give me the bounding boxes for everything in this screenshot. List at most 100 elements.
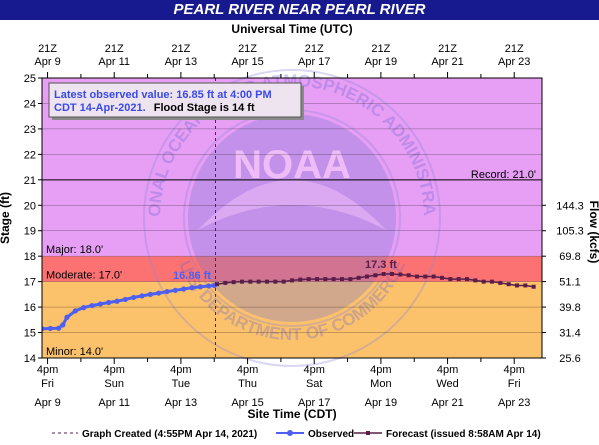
top-tick-label-time: 21Z bbox=[371, 43, 390, 55]
observed-point bbox=[139, 293, 145, 299]
forecast-point bbox=[473, 278, 478, 283]
y2-tick-label: 51.1 bbox=[559, 277, 580, 289]
observed-point bbox=[47, 325, 53, 332]
x-tick-label-time: 4pm bbox=[304, 364, 325, 376]
x-tick-label-day: Fri bbox=[508, 378, 521, 390]
top-axis-title: Universal Time (UTC) bbox=[231, 22, 352, 36]
observed-point bbox=[89, 302, 95, 309]
y-tick-label: 22 bbox=[24, 149, 36, 161]
band-minor bbox=[42, 281, 542, 358]
y-tick-label: 18 bbox=[24, 251, 36, 263]
legend: Graph Created (4:55PM Apr 14, 2021) Obse… bbox=[52, 429, 541, 440]
observed-point bbox=[147, 291, 153, 297]
forecast-point bbox=[490, 279, 494, 284]
legend-forecast-label: Forecast (issued 8:58AM Apr 14) bbox=[386, 429, 541, 440]
info-box-date: CDT 14-Apr-2021. bbox=[54, 102, 146, 114]
forecast-point bbox=[281, 279, 286, 284]
x-axis-title: Site Time (CDT) bbox=[247, 407, 336, 421]
forecast-point bbox=[215, 282, 219, 287]
legend-created-label: Graph Created (4:55PM Apr 14, 2021) bbox=[82, 429, 257, 440]
top-tick-label-time: 21Z bbox=[505, 43, 524, 55]
watermark-outer-ring bbox=[143, 69, 441, 367]
y2-tick-label: 144.3 bbox=[556, 200, 584, 212]
watermark-center-text: NOAA bbox=[233, 143, 351, 187]
forecast-point bbox=[415, 274, 419, 279]
y-axis-title: Stage (ft) bbox=[0, 192, 12, 244]
observed-point bbox=[56, 325, 62, 331]
forecast-point bbox=[323, 277, 328, 282]
y-tick-label: 25 bbox=[24, 73, 36, 85]
x-tick-label-date: Apr 13 bbox=[165, 397, 197, 409]
info-box-line2: CDT 14-Apr-2021. Flood Stage is 14 ft bbox=[54, 102, 255, 114]
forecast-point bbox=[223, 280, 228, 285]
forecast-point bbox=[340, 277, 344, 282]
forecast-point bbox=[506, 282, 511, 287]
forecast-point bbox=[531, 284, 536, 289]
observed-point bbox=[114, 298, 120, 304]
title-banner: PEARL RIVER NEAR PEARL RIVER bbox=[0, 0, 599, 20]
forecast-point bbox=[423, 274, 428, 279]
forecast-point bbox=[406, 273, 411, 278]
top-tick-label-time: 21Z bbox=[305, 43, 324, 55]
forecast-point bbox=[365, 274, 369, 279]
observed-point bbox=[131, 294, 137, 301]
stage-labels: Minor: 14.0' Moderate: 17.0' Major: 18.0' bbox=[46, 244, 122, 358]
observed-point bbox=[164, 288, 170, 295]
watermark-bird-icon bbox=[198, 180, 386, 230]
top-tick-label-time: 21Z bbox=[38, 43, 57, 55]
forecast-point bbox=[440, 275, 444, 280]
x-tick-label-day: Tue bbox=[172, 378, 191, 390]
y-tick-label: 15 bbox=[24, 328, 36, 340]
observed-point bbox=[72, 308, 78, 314]
legend-forecast-marker bbox=[366, 431, 370, 435]
x-tick-label-date: Apr 23 bbox=[498, 397, 530, 409]
forecast-point bbox=[431, 274, 436, 279]
forecast-point bbox=[515, 283, 519, 288]
record-stage: Record: 21.0' bbox=[42, 169, 542, 181]
axes: 14 15 16 17 18 19 20 21 22 23 24 25 25.6 31.4 39.8 51.1… bbox=[24, 43, 584, 409]
forecast-point bbox=[390, 272, 394, 276]
forecast-point bbox=[331, 277, 336, 282]
y2-axis-title: Flow (kcfs) bbox=[587, 201, 599, 264]
observed-point bbox=[64, 314, 70, 320]
stage-label: Moderate: 17.0' bbox=[46, 270, 122, 282]
forecast-point bbox=[381, 272, 386, 276]
x-tick-label-date: Apr 19 bbox=[365, 397, 397, 409]
top-tick-label-date: Apr 21 bbox=[431, 56, 463, 68]
top-tick-label-date: Apr 19 bbox=[365, 56, 397, 68]
info-box: Latest observed value: 16.85 ft at 4:00 … bbox=[48, 82, 304, 120]
stage-label: Minor: 14.0' bbox=[46, 346, 103, 358]
y-tick-label: 14 bbox=[24, 353, 36, 365]
info-box-frame bbox=[48, 82, 302, 118]
forecast-point bbox=[465, 277, 469, 282]
watermark-disc bbox=[188, 114, 396, 322]
forecast-point bbox=[298, 277, 303, 282]
x-tick-label-time: 4pm bbox=[370, 364, 391, 376]
observed-point bbox=[181, 286, 187, 292]
y-tick-label: 20 bbox=[24, 200, 36, 212]
y2-tick-label: 39.8 bbox=[559, 302, 580, 314]
stage-label: Major: 18.0' bbox=[46, 244, 103, 256]
chart-title: PEARL RIVER NEAR PEARL RIVER bbox=[173, 1, 426, 18]
y2-tick-label: 69.8 bbox=[559, 251, 580, 263]
forecast-point bbox=[273, 279, 278, 284]
x-tick-label-date: Apr 15 bbox=[231, 397, 263, 409]
forecast-point bbox=[248, 279, 253, 284]
x-tick-label-time: 4pm bbox=[437, 364, 458, 376]
stage-bands bbox=[42, 78, 542, 358]
forecast-point bbox=[398, 272, 403, 277]
top-tick-label-time: 21Z bbox=[438, 43, 457, 55]
forecast-point bbox=[373, 273, 378, 278]
observed-point bbox=[106, 299, 112, 306]
y-tick-label: 17 bbox=[24, 277, 36, 289]
top-tick-label-time: 21Z bbox=[105, 43, 124, 55]
y2-tick-label: 105.3 bbox=[556, 226, 584, 238]
y-tick-label: 23 bbox=[24, 124, 36, 136]
y2-tick-label: 31.4 bbox=[559, 328, 580, 340]
info-box-flood-stage: Flood Stage is 14 ft bbox=[154, 102, 255, 114]
y-tick-label: 24 bbox=[24, 98, 36, 110]
forecast-point bbox=[256, 279, 261, 284]
y-tick-label: 19 bbox=[24, 226, 36, 238]
x-tick-label-time: 4pm bbox=[504, 364, 525, 376]
